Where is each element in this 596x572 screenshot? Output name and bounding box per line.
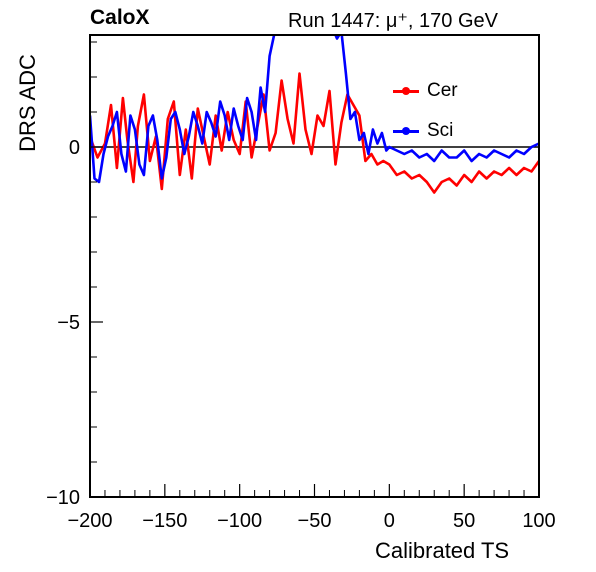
legend-swatch-cer (393, 86, 419, 95)
legend-item-cer: Cer (393, 80, 458, 102)
x-axis-label: Calibrated TS (375, 538, 510, 563)
legend-label-cer: Cer (427, 80, 458, 101)
x-tick-label: −150 (142, 510, 187, 532)
legend-item-sci: Sci (393, 120, 453, 142)
y-tick-label: 0 (69, 137, 80, 159)
x-tick-label: −100 (217, 510, 262, 532)
x-tick-label: −50 (298, 510, 332, 532)
brand-label: CaloX (90, 6, 150, 29)
x-tick-label: 50 (453, 510, 475, 532)
x-tick-label: 100 (522, 510, 555, 532)
series-line-sci (90, 35, 539, 184)
y-axis-label: DRS ADC (15, 54, 40, 152)
y-tick-label: −5 (57, 312, 80, 334)
x-tick-label: 0 (384, 510, 395, 532)
run-info-label: Run 1447: μ⁺, 170 GeV (288, 10, 498, 32)
legend-swatch-sci (393, 126, 419, 135)
legend-label-sci: Sci (427, 120, 454, 141)
ticks-layer: −200 −150 −100 −50 0 50 100−10−50 (46, 41, 556, 532)
y-tick-label: −10 (46, 487, 80, 509)
x-tick-label: −200 (67, 510, 112, 532)
plot-frame (89, 34, 540, 498)
series-layer (90, 35, 539, 194)
